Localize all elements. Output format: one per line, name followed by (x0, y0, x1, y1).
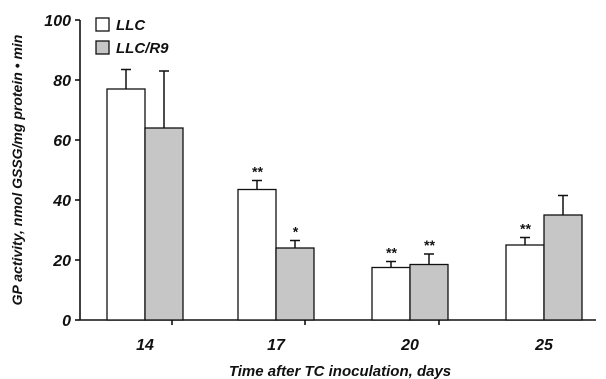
x-tick-label: 25 (534, 337, 554, 354)
legend-swatch-llc (95, 17, 110, 32)
bars: ********* (106, 68, 583, 321)
x-ticks: 14 17 20 25 (136, 320, 554, 354)
significance-marker: ** (520, 221, 531, 237)
bar-llc-r9-14 (144, 127, 184, 321)
bar-llc-20 (371, 266, 411, 321)
bar-llc-14 (106, 88, 146, 321)
y-tick-label: 100 (44, 13, 71, 30)
significance-marker: ** (252, 164, 263, 180)
x-tick-label: 14 (136, 337, 154, 354)
significance-marker: * (292, 224, 298, 240)
x-tick-label: 17 (267, 337, 286, 354)
legend: LLC LLC/R9 (95, 17, 169, 57)
significance-marker: ** (424, 237, 435, 253)
y-tick-label: 40 (52, 193, 71, 210)
bar-llc-r9-20 (409, 263, 449, 321)
bar-llc-25 (505, 244, 545, 321)
y-tick-label: 20 (52, 253, 71, 270)
legend-label-llc: LLC (116, 17, 146, 34)
y-tick-label: 0 (62, 313, 71, 330)
legend-swatch-llc-r9 (95, 40, 110, 55)
legend-label-llc-r9: LLC/R9 (116, 40, 169, 57)
bar-llc-r9-17 (275, 247, 315, 321)
bar-llc-17 (237, 188, 277, 321)
bar-llc-r9-25 (543, 214, 583, 321)
x-axis-label: Time after TC inoculation, days (229, 363, 451, 379)
significance-marker: ** (386, 245, 397, 261)
x-tick-label: 20 (400, 337, 419, 354)
y-tick-label: 80 (53, 73, 71, 90)
y-axis-label: GP activity, nmol GSSG/mg protein • min (9, 35, 25, 306)
y-tick-label: 60 (53, 133, 71, 150)
y-ticks: 0 20 40 60 80 100 (44, 13, 80, 330)
